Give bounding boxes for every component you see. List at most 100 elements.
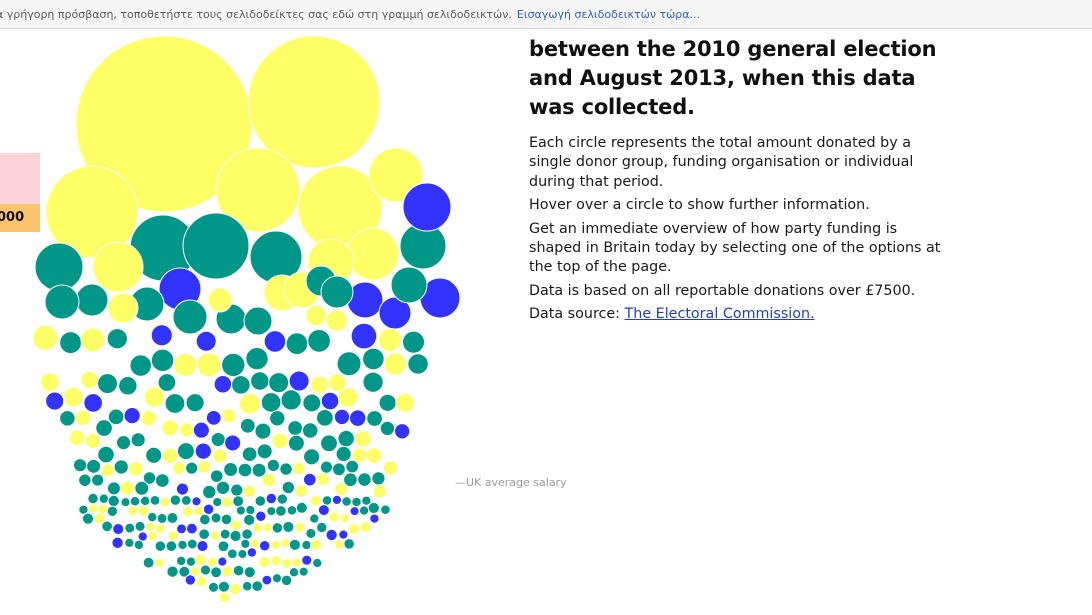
- donor-bubble[interactable]: [271, 573, 283, 584]
- donor-bubble[interactable]: [243, 306, 273, 336]
- donor-bubble[interactable]: [198, 528, 211, 541]
- donor-bubble[interactable]: [359, 520, 372, 533]
- donor-bubble[interactable]: [123, 407, 141, 425]
- donor-bubble[interactable]: [366, 410, 383, 427]
- donor-bubble[interactable]: [358, 505, 370, 516]
- donor-bubble[interactable]: [220, 513, 233, 526]
- donor-bubble[interactable]: [217, 540, 230, 553]
- donor-bubble[interactable]: [177, 539, 188, 551]
- donor-bubble[interactable]: [349, 506, 360, 517]
- donor-bubble[interactable]: [185, 393, 205, 413]
- donor-bubble[interactable]: [210, 566, 223, 579]
- donor-bubble[interactable]: [107, 494, 120, 508]
- donor-bubble[interactable]: [120, 497, 131, 508]
- donor-bubble[interactable]: [164, 393, 186, 414]
- donor-bubble[interactable]: [237, 548, 248, 560]
- donor-bubble[interactable]: [111, 536, 124, 550]
- donor-bubble[interactable]: [282, 520, 295, 533]
- donor-bubble[interactable]: [288, 538, 302, 551]
- donor-bubble[interactable]: [279, 462, 293, 476]
- donor-bubble[interactable]: [97, 445, 115, 464]
- donor-bubble[interactable]: [320, 434, 338, 453]
- donor-bubble[interactable]: [154, 523, 166, 535]
- donor-bubble[interactable]: [254, 422, 272, 440]
- donor-bubble[interactable]: [145, 446, 163, 464]
- donor-bubble[interactable]: [215, 480, 231, 495]
- donor-bubble[interactable]: [182, 212, 250, 280]
- donor-bubble[interactable]: [316, 408, 334, 427]
- donor-bubble[interactable]: [239, 417, 256, 434]
- donor-bubble[interactable]: [210, 431, 226, 448]
- donor-bubble[interactable]: [145, 521, 156, 532]
- donor-bubble[interactable]: [241, 528, 253, 540]
- donor-bubble[interactable]: [260, 392, 282, 413]
- donor-bubble[interactable]: [101, 463, 115, 478]
- donor-bubble[interactable]: [223, 462, 239, 477]
- donor-bubble[interactable]: [390, 266, 428, 304]
- donor-bubble[interactable]: [165, 540, 178, 553]
- donor-bubble[interactable]: [288, 370, 310, 392]
- donor-bubble[interactable]: [112, 522, 125, 536]
- donor-bubble[interactable]: [325, 309, 349, 332]
- donor-bubble[interactable]: [245, 504, 256, 516]
- donor-bubble[interactable]: [270, 539, 281, 551]
- donor-bubble[interactable]: [305, 304, 327, 327]
- donor-bubble[interactable]: [176, 442, 195, 461]
- donor-bubble[interactable]: [307, 328, 331, 353]
- donor-bubble[interactable]: [207, 287, 233, 313]
- donor-bubble[interactable]: [197, 459, 212, 474]
- donor-bubble[interactable]: [192, 421, 210, 439]
- donor-bubble[interactable]: [243, 513, 256, 527]
- donor-bubble[interactable]: [321, 495, 333, 506]
- donor-bubble[interactable]: [88, 503, 99, 514]
- donor-bubble[interactable]: [95, 419, 113, 437]
- donor-bubble[interactable]: [288, 567, 300, 578]
- donor-bubble[interactable]: [263, 330, 287, 353]
- donor-bubble[interactable]: [361, 495, 372, 506]
- donor-bubble[interactable]: [309, 494, 322, 507]
- donor-bubble[interactable]: [118, 376, 138, 396]
- donor-bubble[interactable]: [202, 484, 217, 500]
- donor-bubble[interactable]: [147, 530, 158, 542]
- donor-bubble[interactable]: [195, 575, 207, 588]
- donor-bubble[interactable]: [210, 530, 221, 541]
- donor-bubble[interactable]: [229, 529, 242, 543]
- donor-bubble[interactable]: [140, 410, 157, 427]
- donor-bubble[interactable]: [251, 580, 264, 592]
- donor-bubble[interactable]: [45, 391, 65, 411]
- donor-bubble[interactable]: [346, 227, 400, 281]
- donor-bubble[interactable]: [196, 540, 209, 553]
- donor-bubble[interactable]: [221, 565, 234, 578]
- donor-bubble[interactable]: [157, 373, 177, 392]
- donor-bubble[interactable]: [63, 386, 84, 408]
- donor-bubble[interactable]: [401, 330, 426, 354]
- donor-bubble[interactable]: [196, 352, 222, 378]
- donor-bubble[interactable]: [339, 513, 350, 524]
- donor-bubble[interactable]: [45, 165, 139, 259]
- donor-bubble[interactable]: [320, 275, 354, 309]
- donor-bubble[interactable]: [270, 554, 282, 567]
- donor-bubble[interactable]: [34, 242, 84, 292]
- donor-bubble[interactable]: [194, 553, 207, 566]
- donor-bubble[interactable]: [310, 538, 323, 551]
- donor-bubble[interactable]: [246, 547, 258, 558]
- donor-bubble[interactable]: [87, 492, 99, 505]
- donor-bubble[interactable]: [210, 512, 222, 524]
- donor-bubble[interactable]: [262, 522, 273, 533]
- donor-bubble[interactable]: [91, 473, 105, 487]
- donor-bubble[interactable]: [302, 393, 322, 413]
- donor-bubble[interactable]: [286, 505, 298, 516]
- donor-bubble[interactable]: [185, 522, 198, 535]
- donor-bubble[interactable]: [213, 374, 233, 394]
- donor-bubble[interactable]: [298, 566, 309, 577]
- donor-bubble[interactable]: [161, 447, 179, 465]
- donor-bubble[interactable]: [59, 410, 76, 427]
- donor-bubble[interactable]: [266, 458, 280, 473]
- donor-bubble[interactable]: [379, 420, 396, 437]
- donor-bubble[interactable]: [255, 510, 267, 523]
- donor-bubble[interactable]: [68, 429, 86, 447]
- donor-bubble[interactable]: [294, 484, 308, 498]
- donor-bubble[interactable]: [84, 432, 102, 449]
- donor-bubble[interactable]: [394, 423, 411, 440]
- donor-bubble[interactable]: [231, 375, 251, 395]
